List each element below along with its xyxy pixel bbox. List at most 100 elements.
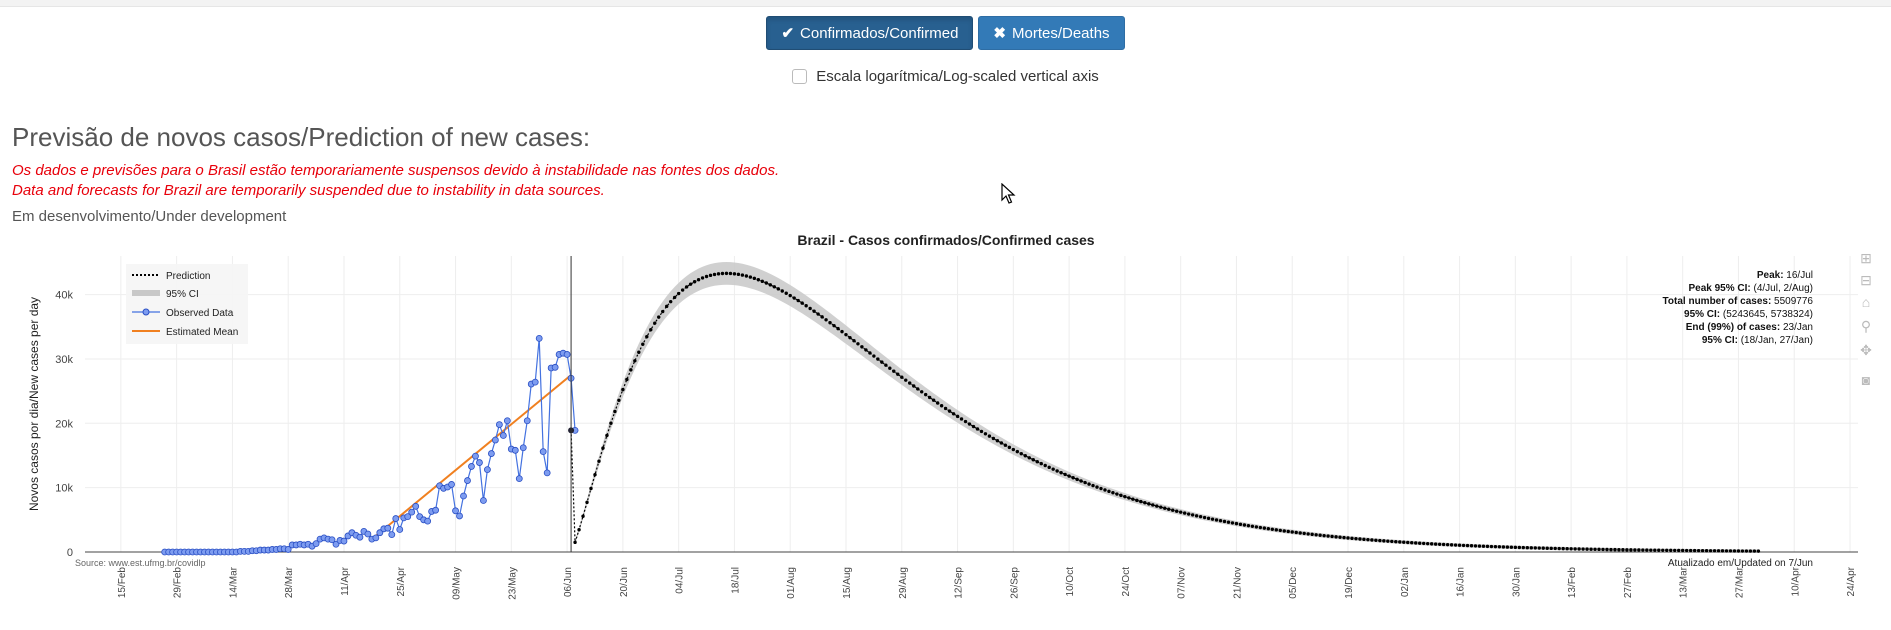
- prediction-point: [1202, 515, 1207, 520]
- prediction-point: [716, 272, 721, 276]
- prediction-point: [1290, 530, 1294, 534]
- zoom-icon[interactable]: ⚲: [1860, 318, 1872, 334]
- prediction-point: [609, 421, 613, 425]
- prediction-point: [824, 318, 828, 322]
- prediction-point: [1509, 545, 1514, 549]
- observed-point: [396, 526, 404, 533]
- prediction-point: [1190, 513, 1195, 517]
- observed-point: [460, 492, 467, 500]
- x-tick-label: 28/Mar: [284, 566, 295, 598]
- prediction-point: [617, 398, 621, 402]
- prediction-point: [1402, 540, 1406, 544]
- chart[interactable]: Brazil - Casos confirmados/Confirmed cas…: [0, 226, 1891, 630]
- prediction-points: [568, 271, 1761, 553]
- prediction-point: [1318, 533, 1322, 537]
- prediction-point: [1262, 526, 1267, 530]
- prediction-point: [1091, 483, 1095, 488]
- observed-point: [412, 502, 420, 510]
- prediction-point: [927, 395, 932, 400]
- pan-icon[interactable]: ✥: [1860, 342, 1872, 358]
- deaths-button-label: Mortes/Deaths: [1012, 24, 1110, 42]
- observed-point: [372, 534, 380, 542]
- x-tick-label: 09/May: [452, 567, 463, 600]
- prediction-point: [1115, 492, 1119, 496]
- prediction-point: [1418, 541, 1422, 545]
- prediction-point: [943, 406, 948, 411]
- legend: Prediction 95% CI Observed Data Estimated M…: [126, 264, 248, 344]
- prediction-point: [704, 274, 709, 279]
- y-tick-label: 0: [67, 547, 73, 559]
- prediction-point: [1629, 548, 1633, 552]
- annotation-key: Peak:: [1757, 270, 1784, 281]
- observed-point: [284, 546, 292, 553]
- observed-point: [539, 448, 547, 456]
- prediction-point: [963, 419, 968, 424]
- prediction-point: [1493, 544, 1498, 549]
- log-scale-checkbox[interactable]: [792, 69, 808, 84]
- prediction-point: [1657, 548, 1661, 552]
- prediction-point: [1254, 525, 1259, 529]
- prediction-point: [848, 335, 852, 340]
- prediction-point: [1445, 542, 1450, 547]
- camera-icon[interactable]: ◙: [1861, 372, 1871, 388]
- prediction-point: [971, 424, 976, 429]
- prediction-point: [692, 280, 697, 284]
- prediction-point: [888, 366, 892, 370]
- confirmed-button[interactable]: ✔ Confirmados/Confirmed: [766, 16, 974, 50]
- prediction-point: [836, 326, 840, 331]
- prediction-point: [1274, 528, 1278, 532]
- prediction-point: [1246, 523, 1251, 528]
- observed-point: [328, 536, 336, 544]
- estimated-mean-line: [371, 374, 572, 540]
- prediction-point: [589, 486, 593, 491]
- dev-note: Em desenvolvimento/Under development: [12, 208, 287, 225]
- prediction-point: [1330, 534, 1334, 539]
- annotation-key: 95% CI:: [1702, 335, 1738, 346]
- y-tick-label: 20k: [55, 418, 73, 430]
- log-scale-label[interactable]: Escala logarítmica/Log-scaled vertical a…: [816, 68, 1099, 85]
- prediction-point: [1577, 547, 1581, 551]
- prediction-point: [1449, 543, 1454, 547]
- prediction-point: [780, 289, 784, 293]
- prediction-point: [1613, 547, 1617, 552]
- prediction-point: [764, 281, 769, 285]
- prediction-point: [1461, 543, 1466, 548]
- zoom-out-icon[interactable]: ⊟: [1860, 272, 1872, 288]
- prediction-point: [1206, 516, 1211, 521]
- prediction-point: [732, 272, 737, 276]
- metric-button-group: ✔ Confirmados/Confirmed ✖ Mortes/Deaths: [0, 16, 1891, 50]
- prediction-point: [931, 398, 936, 402]
- prediction-point: [700, 276, 705, 280]
- prediction-point: [912, 384, 916, 388]
- prediction-point: [1019, 452, 1024, 456]
- prediction-point: [1581, 547, 1585, 551]
- prediction-point: [1561, 546, 1565, 551]
- prediction-point: [999, 441, 1004, 445]
- prediction-point: [1135, 498, 1139, 503]
- deaths-button[interactable]: ✖ Mortes/Deaths: [978, 16, 1125, 50]
- prediction-point: [657, 315, 661, 319]
- prediction-point: [1222, 519, 1227, 524]
- prediction-point: [637, 350, 641, 354]
- prediction-point: [1346, 536, 1350, 540]
- prediction-point: [923, 392, 928, 397]
- observed-point: [448, 481, 455, 488]
- prediction-point: [736, 272, 741, 277]
- x-tick-label: 30/Jan: [1511, 567, 1522, 597]
- observed-point: [515, 475, 523, 483]
- prediction-point: [1477, 544, 1482, 548]
- prediction-point: [800, 301, 804, 305]
- y-tick-label: 10k: [55, 483, 73, 495]
- annotation-line: 95% CI: (5243645, 5738324): [1684, 309, 1813, 320]
- prediction-point: [1015, 449, 1020, 454]
- prediction-point: [919, 390, 924, 394]
- prediction-point: [796, 298, 800, 303]
- y-tick-label: 40k: [55, 290, 73, 302]
- observed-point: [364, 530, 372, 538]
- zoom-in-icon[interactable]: ⊞: [1860, 250, 1872, 266]
- prediction-point: [947, 409, 952, 413]
- prediction-point: [1541, 546, 1545, 550]
- prediction-point: [1238, 522, 1243, 527]
- home-icon[interactable]: ⌂: [1861, 294, 1871, 310]
- prediction-point: [983, 432, 988, 436]
